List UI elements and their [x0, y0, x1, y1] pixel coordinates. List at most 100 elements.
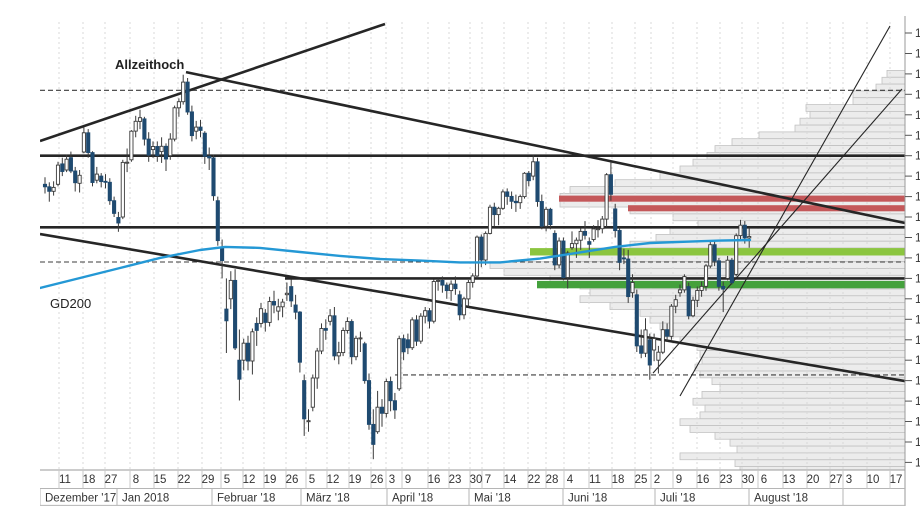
- week-tick-label: 11: [589, 474, 601, 486]
- candle-down: [535, 161, 540, 202]
- volume-bar: [736, 445, 905, 454]
- volume-bar: [679, 418, 905, 427]
- volume-bar: [704, 404, 905, 413]
- candle-up: [159, 145, 164, 153]
- candle-up: [120, 161, 125, 218]
- volume-bar: [809, 111, 905, 119]
- candle-up: [682, 276, 687, 291]
- week-tick-label: 29: [202, 474, 215, 486]
- volume-bar: [758, 131, 905, 140]
- candle-up: [328, 315, 333, 322]
- candle-down: [621, 257, 626, 260]
- candle-down: [440, 279, 445, 286]
- week-tick-label: 13: [783, 474, 796, 486]
- candle-down: [552, 232, 557, 266]
- candle-down: [457, 294, 462, 316]
- candle-up: [280, 301, 285, 308]
- y-tick-label: 13300: [915, 130, 920, 142]
- month-label: Juli '18: [660, 493, 695, 505]
- candle-down: [686, 286, 691, 317]
- y-tick-label: 12500: [915, 294, 920, 306]
- candle-up: [410, 319, 415, 349]
- week-tick-label: 9: [676, 474, 682, 486]
- candle-down: [189, 111, 194, 137]
- candle-up: [436, 279, 441, 282]
- candle-down: [86, 132, 91, 154]
- volume-bar: [852, 97, 905, 105]
- candle-up: [669, 305, 674, 337]
- week-tick-label: 27: [105, 474, 118, 486]
- candle-up: [181, 81, 186, 103]
- candle-down: [215, 200, 220, 242]
- candle-down: [155, 146, 160, 157]
- candle-down: [163, 145, 169, 160]
- candle-up: [418, 315, 423, 342]
- candle-down: [107, 181, 112, 202]
- week-tick-label: 30: [742, 474, 755, 486]
- week-tick-label: 16: [697, 474, 710, 486]
- trendline: [679, 25, 891, 397]
- candle-down: [742, 224, 747, 239]
- volume-bar: [662, 329, 905, 338]
- candle-up: [574, 239, 579, 245]
- candle-down: [634, 294, 639, 347]
- candle-up: [569, 243, 575, 249]
- candle-down: [224, 308, 229, 322]
- support-band: [537, 280, 905, 289]
- candle-up: [474, 236, 480, 277]
- candle-down: [509, 195, 514, 202]
- candle-down: [647, 339, 652, 366]
- candle-down: [349, 321, 354, 358]
- y-tick-label: 12900: [915, 212, 920, 224]
- candle-down: [444, 284, 449, 292]
- candle-down: [207, 155, 212, 159]
- candle-up: [522, 172, 527, 198]
- volume-bar: [696, 343, 905, 351]
- week-tick-label: 14: [504, 474, 517, 486]
- candle-down: [366, 380, 372, 425]
- candle-up: [137, 117, 143, 122]
- candle-up: [94, 173, 99, 181]
- candle-up: [531, 161, 536, 177]
- candle-down: [202, 132, 207, 157]
- week-tick-label: 26: [371, 474, 384, 486]
- y-tick-label: 12700: [915, 253, 920, 265]
- candle-down: [379, 406, 385, 414]
- candle-up: [630, 282, 635, 294]
- week-tick-label: 12: [327, 474, 340, 486]
- candle-down: [479, 236, 484, 261]
- candle-down: [721, 285, 726, 290]
- candle-down: [587, 241, 592, 245]
- y-tick-label: 13700: [915, 49, 920, 61]
- candle-down: [505, 191, 510, 197]
- candle-down: [116, 217, 121, 224]
- candle-up: [500, 191, 505, 209]
- candle-up: [172, 107, 177, 140]
- candle-up: [725, 259, 730, 279]
- week-tick-label: 28: [546, 474, 559, 486]
- volume-bar: [614, 179, 905, 187]
- candle-down: [47, 186, 52, 192]
- month-label: Mai '18: [474, 493, 511, 505]
- candle-down: [60, 163, 65, 172]
- dax-candlestick-chart: 13800 13700 13600 13500 13400 13300 13200 13100…: [40, 16, 920, 506]
- candle-up: [397, 338, 402, 390]
- candle-down: [68, 157, 73, 172]
- volume-bar: [699, 411, 905, 420]
- candle-up: [250, 331, 255, 362]
- candle-up: [194, 126, 199, 132]
- week-tick-label: 11: [59, 474, 71, 486]
- candle-up: [652, 338, 657, 351]
- y-tick-label: 13600: [915, 69, 920, 81]
- candle-down: [561, 240, 566, 279]
- candle-down: [639, 345, 644, 354]
- candle-up: [449, 283, 454, 292]
- candle-up: [660, 329, 665, 353]
- candle-up: [423, 310, 428, 317]
- week-tick-label: 5: [309, 474, 315, 486]
- week-tick-label: 25: [635, 474, 648, 486]
- candle-up: [565, 252, 570, 278]
- candle-up: [51, 186, 56, 192]
- candle-up: [133, 120, 138, 132]
- candle-down: [112, 200, 117, 214]
